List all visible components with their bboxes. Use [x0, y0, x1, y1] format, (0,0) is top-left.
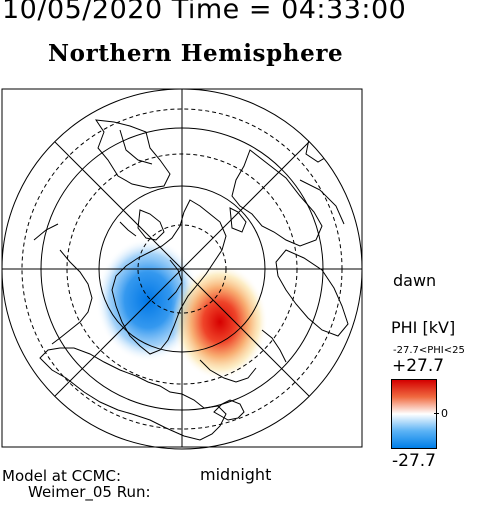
hemisphere-title: Northern Hemisphere [48, 40, 344, 67]
midnight-label: midnight [200, 465, 272, 484]
colorbar [391, 379, 437, 449]
colorbar-min-label: -27.7 [392, 451, 436, 471]
meridian-lines [2, 89, 362, 447]
timestamp: 10/05/2020 Time = 04:33:00 [2, 0, 407, 25]
colorbar-title: PHI [kV] [391, 318, 456, 337]
colorbar-max-label: +27.7 [392, 356, 445, 376]
positive-potential-cell [172, 264, 268, 380]
model-label: Model at CCMC: [2, 467, 122, 485]
colorbar-zero-tick [434, 413, 439, 414]
colorbar-zero-label: 0 [441, 407, 448, 420]
run-label: Weimer_05 Run: [28, 483, 151, 501]
coastlines [33, 119, 351, 441]
dawn-label: dawn [393, 271, 437, 290]
colorbar-range: -27.7<PHI<25 [393, 345, 465, 356]
